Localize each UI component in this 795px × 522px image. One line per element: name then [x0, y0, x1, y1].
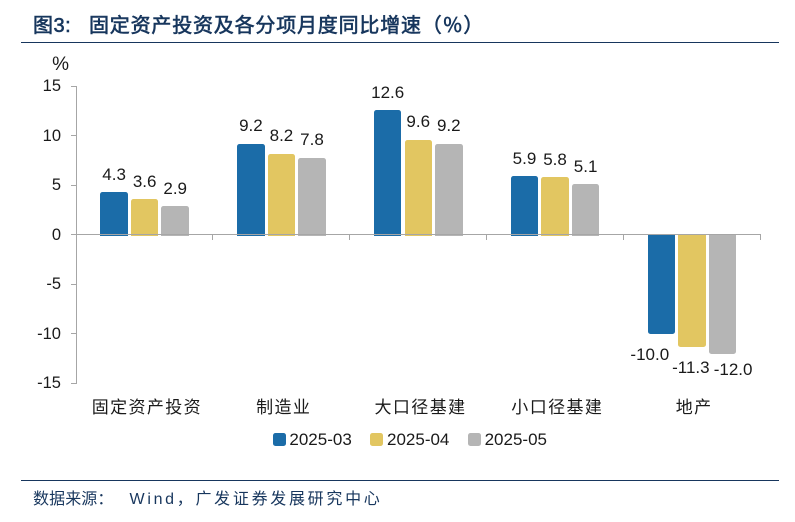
bar-value-label: 3.6: [132, 171, 157, 191]
bar-2025-05-固定资产投资: [161, 206, 189, 236]
grouped-bar-chart: % 15 10 5 0 -5 -10 -15 4.3 3.6 2.9 固定资产投资 9.2 8.2 7.8 制…: [37, 54, 761, 417]
y-tick-label: 5: [51, 176, 61, 195]
y-axis-unit-label: %: [52, 54, 69, 75]
x-tick-mark: [760, 234, 761, 241]
x-tick-mark: [623, 234, 625, 241]
x-tick-mark: [212, 234, 214, 241]
y-tick-mark: [70, 333, 77, 335]
legend-label-2025-04: 2025-04: [387, 429, 450, 449]
bar-value-label: 8.2: [269, 126, 294, 146]
bar-value-label: 4.3: [102, 164, 126, 184]
bar-value-label: 9.2: [239, 116, 263, 136]
figure-number-label: 图3:: [33, 15, 72, 38]
bar-value-label: 7.8: [300, 130, 324, 150]
y-tick-mark: [70, 184, 77, 186]
category-label-制造业: 制造业: [256, 397, 312, 417]
y-tick-mark: [70, 234, 77, 236]
bar-value-label: 5.8: [543, 149, 567, 169]
bar-2025-04-固定资产投资: [130, 199, 159, 236]
bar-2025-05-大口径基建: [435, 143, 463, 236]
x-axis-zero-line: [76, 234, 761, 236]
bar-2025-05-小口径基建: [571, 184, 600, 236]
bar-value-label: 12.6: [371, 82, 405, 102]
legend-label-2025-05: 2025-05: [484, 429, 547, 449]
category-label-地产: 地产: [675, 397, 713, 417]
bar-2025-04-地产: [678, 234, 706, 347]
bar-value-label: -11.3: [672, 357, 710, 377]
bar-value-label: 9.2: [436, 116, 461, 136]
y-tick-label: 15: [42, 77, 61, 96]
bar-2025-05-地产: [708, 234, 737, 354]
source-text: Wind，广发证券发展研究中心: [129, 491, 383, 508]
figure-header: 图3: 固定资产投资及各分项月度同比增速（％）: [0, 14, 795, 40]
y-tick-label: -10: [37, 324, 61, 343]
category-label-固定资产投资: 固定资产投资: [91, 397, 203, 417]
bar-2025-03-大口径基建: [373, 110, 402, 236]
bar-value-label: 5.1: [573, 156, 598, 176]
bar-2025-03-地产: [647, 234, 676, 334]
bar-2025-03-固定资产投资: [100, 192, 128, 236]
y-tick-mark: [70, 382, 77, 384]
legend-swatch-icon-2025-03: [272, 433, 286, 446]
legend-swatch-icon-2025-04: [370, 433, 384, 446]
bar-2025-04-制造业: [267, 153, 296, 236]
figure-title: 固定资产投资及各分项月度同比增速（％）: [89, 15, 485, 38]
category-label-小口径基建: 小口径基建: [511, 397, 604, 417]
bar-value-label: 5.9: [512, 148, 537, 168]
footer-divider-line: [21, 480, 779, 481]
bar-value-label: -12.0: [713, 359, 753, 379]
source-note: 数据来源： Wind，广发证券发展研究中心: [33, 485, 773, 508]
bar-value-label: 9.6: [406, 112, 431, 132]
y-tick-mark: [70, 135, 77, 137]
y-tick-label: 10: [42, 126, 61, 145]
y-tick-mark: [70, 85, 77, 87]
bar-2025-04-大口径基建: [404, 139, 432, 236]
bar-2025-03-制造业: [237, 143, 265, 236]
y-tick-mark: [70, 283, 77, 285]
legend-swatch-icon-2025-05: [468, 433, 481, 446]
bar-2025-05-制造业: [298, 157, 326, 236]
x-tick-mark: [349, 234, 351, 241]
y-tick-label: 0: [51, 225, 61, 244]
legend-label-2025-03: 2025-03: [289, 429, 352, 449]
bar-2025-03-小口径基建: [510, 176, 539, 236]
y-tick-label: -5: [46, 275, 61, 294]
title-divider-line: [21, 42, 779, 43]
bar-2025-04-小口径基建: [541, 177, 569, 236]
category-label-大口径基建: 大口径基建: [374, 397, 467, 417]
source-label: 数据来源：: [33, 491, 114, 508]
bar-value-label: 2.9: [163, 178, 187, 198]
y-tick-label: -15: [37, 374, 61, 393]
x-tick-mark: [486, 234, 488, 241]
bar-value-label: -10.0: [630, 345, 670, 365]
